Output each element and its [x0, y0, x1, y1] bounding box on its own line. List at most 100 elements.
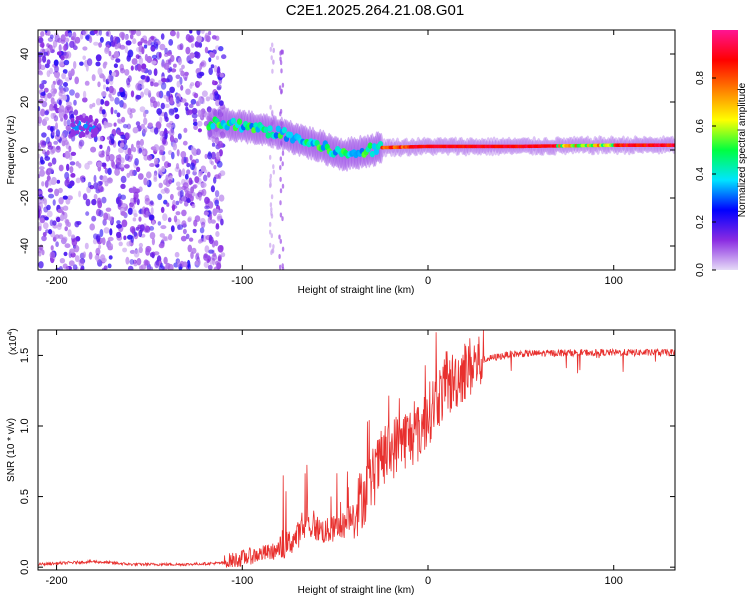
noise-blob — [58, 164, 64, 172]
noise-blob — [107, 167, 112, 175]
noise-blob — [159, 149, 164, 156]
noise-blob — [38, 37, 44, 44]
noise-blob — [43, 87, 49, 93]
noise-blob — [160, 33, 165, 40]
noise-blob — [157, 79, 163, 86]
noise-blob — [216, 66, 221, 74]
noise-blob — [109, 228, 113, 236]
noise-blob — [82, 55, 86, 61]
noise-blob — [189, 52, 195, 59]
noise-blob — [271, 143, 275, 149]
noise-blob — [59, 258, 66, 264]
noise-blob — [39, 244, 44, 251]
noise-blob — [279, 238, 282, 244]
noise-blob — [143, 111, 147, 118]
noise-blob — [108, 70, 113, 75]
noise-blob — [78, 139, 85, 147]
noise-blob — [79, 61, 84, 66]
noise-blob — [187, 109, 193, 116]
noise-blob — [149, 266, 154, 270]
noise-blob — [191, 203, 196, 209]
noise-blob — [204, 205, 210, 210]
noise-blob — [64, 150, 71, 159]
noise-blob — [46, 70, 51, 78]
noise-blob — [150, 207, 154, 215]
noise-blob — [125, 132, 131, 139]
noise-blob — [155, 43, 159, 50]
noise-blob — [107, 236, 114, 242]
noise-blob — [146, 55, 153, 64]
noise-blob — [84, 80, 90, 86]
noise-blob — [175, 163, 180, 170]
noise-blob — [153, 68, 158, 76]
noise-blob — [64, 77, 71, 82]
track-core — [78, 133, 83, 139]
noise-blob — [196, 30, 201, 36]
x-tick-label: 0 — [425, 575, 431, 587]
spectrogram-x-ticks: -200 -100 0 100 — [46, 30, 623, 287]
noise-blob — [42, 55, 47, 63]
noise-blob — [91, 215, 97, 222]
noise-blob — [279, 200, 282, 206]
noise-blob — [149, 232, 156, 240]
noise-blob — [168, 39, 174, 46]
noise-blob — [38, 98, 44, 104]
noise-blob — [148, 90, 152, 98]
noise-blob — [64, 243, 71, 249]
noise-blob — [281, 49, 284, 55]
noise-blob — [108, 50, 112, 57]
noise-blob — [204, 245, 210, 253]
noise-blob — [56, 51, 62, 56]
noise-blob — [141, 63, 147, 70]
noise-blob — [122, 124, 128, 129]
noise-blob — [51, 91, 56, 97]
noise-blob — [136, 30, 142, 37]
noise-blob — [53, 103, 58, 109]
noise-blob — [82, 193, 88, 201]
noise-blob — [45, 229, 50, 234]
noise-blob — [182, 182, 189, 189]
noise-blob — [38, 116, 42, 124]
noise-blob — [200, 182, 207, 188]
noise-blob — [119, 44, 126, 50]
y-tick-label: -20 — [19, 190, 31, 206]
noise-blob — [136, 198, 140, 206]
noise-blob — [172, 142, 177, 151]
noise-blob — [154, 261, 160, 269]
noise-blob — [216, 84, 222, 90]
noise-blob — [174, 251, 180, 258]
noise-blob — [115, 58, 121, 63]
noise-blob — [142, 150, 146, 156]
noise-blob — [129, 33, 134, 40]
noise-blob — [221, 54, 227, 60]
noise-blob — [281, 161, 284, 167]
noise-blob — [271, 109, 274, 115]
noise-blob — [182, 140, 188, 146]
track-halo — [539, 140, 544, 156]
noise-blob — [66, 176, 70, 184]
noise-blob — [85, 198, 91, 207]
colorbar: 0.0 0.2 0.4 0.6 0.8 Normalized spectral ampl… — [695, 30, 748, 277]
noise-blob — [175, 211, 181, 216]
colorbar-gradient — [712, 30, 738, 270]
track-halo — [555, 136, 561, 152]
noise-blob — [48, 107, 55, 112]
noise-blob — [160, 61, 167, 68]
noise-blob — [85, 63, 89, 72]
noise-blob — [80, 178, 85, 184]
noise-blob — [69, 166, 74, 174]
noise-blob — [128, 153, 134, 160]
noise-blob — [46, 43, 50, 48]
noise-blob — [187, 263, 191, 270]
noise-blob — [203, 261, 209, 269]
noise-blob — [272, 164, 275, 170]
y-tick-label: -40 — [19, 238, 31, 254]
noise-blob — [175, 200, 180, 206]
noise-blob — [141, 208, 145, 215]
noise-blob — [141, 84, 145, 89]
noise-blob — [82, 97, 88, 103]
noise-blob — [199, 62, 203, 70]
noise-blob — [46, 59, 51, 65]
noise-blob — [102, 75, 106, 83]
noise-blob — [279, 264, 282, 270]
